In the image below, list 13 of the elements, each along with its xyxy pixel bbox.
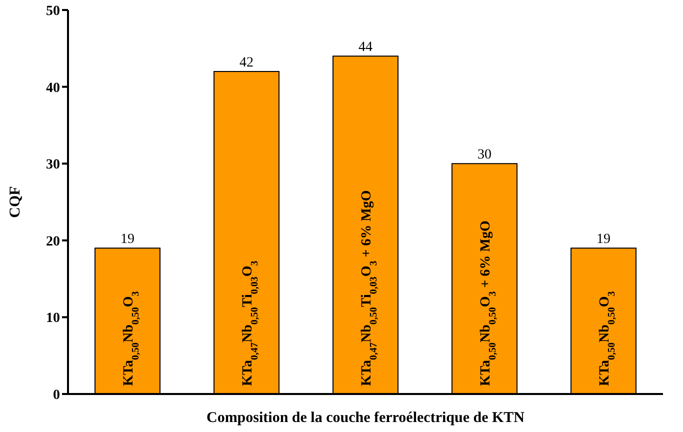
data-label: 19 [120,232,134,248]
y-tick-label: 50 [46,4,60,19]
y-tick-label: 20 [46,234,60,250]
y-tick-label: 30 [46,158,60,173]
x-axis-title: Composition de la couche ferroélectrique de KTN [206,410,525,426]
y-axis-title: CQF [7,186,24,218]
y-tick-label: 40 [46,80,60,96]
data-label: 30 [478,148,492,163]
data-label: 42 [240,55,254,70]
y-tick-label: 10 [46,311,60,326]
data-label: 19 [596,232,610,248]
y-tick-label: 0 [53,388,60,403]
data-label: 44 [358,40,372,56]
